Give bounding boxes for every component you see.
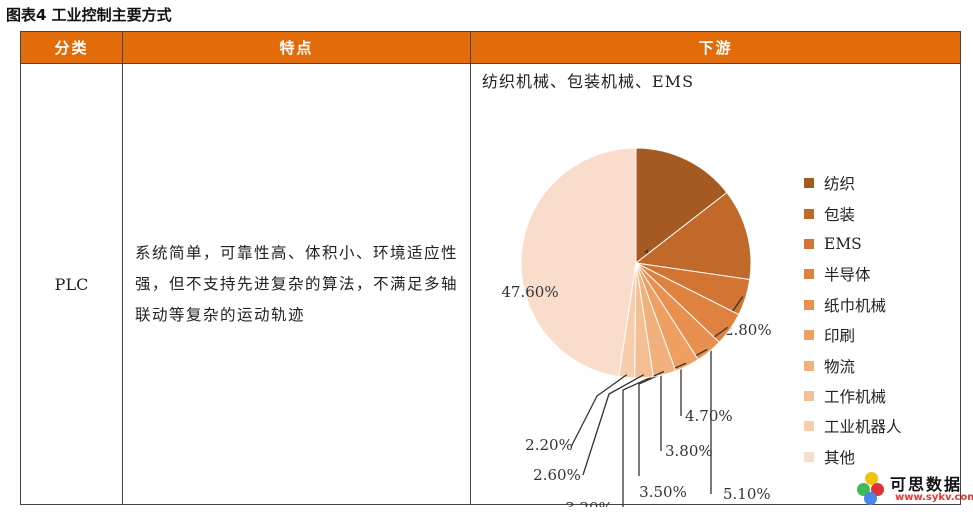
legend-item-7: 工作机械 — [804, 381, 902, 411]
legend-label: 其他 — [824, 448, 856, 467]
leader-line-6 — [622, 370, 665, 507]
features-cell: 系统简单，可靠性高、体积小、环境适应性强，但不支持先进复杂的算法，不满足多轴联动… — [122, 63, 471, 505]
legend-swatch — [804, 299, 814, 310]
legend-swatch — [804, 421, 814, 432]
watermark-dot — [864, 492, 877, 505]
legend-item-1: 包装 — [804, 198, 902, 228]
table-row: PLC 系统简单，可靠性高、体积小、环境适应性强，但不支持先进复杂的算法，不满足… — [20, 63, 961, 507]
legend-item-4: 纸巾机械 — [804, 290, 902, 320]
watermark-dots-icon — [857, 472, 887, 505]
legend-item-9: 其他 — [804, 442, 902, 472]
legend-swatch — [804, 178, 814, 189]
legend-label: 工作机械 — [824, 387, 887, 406]
slice-label-5: 3.50% — [639, 483, 687, 501]
pie-slice-1 — [634, 191, 752, 281]
legend-item-0: 纺织 — [804, 168, 902, 198]
legend-item-3: 半导体 — [804, 259, 902, 289]
slice-label-6: 3.20% — [565, 499, 613, 507]
header-category: 分类 — [20, 31, 123, 64]
legend-label: 工业机器人 — [824, 418, 902, 437]
figure-title: 图表4 工业控制主要方式 — [6, 6, 172, 24]
watermark-dot — [865, 472, 878, 485]
legend-swatch — [804, 451, 814, 462]
header-features: 特点 — [122, 31, 471, 64]
legend-label: 包装 — [824, 205, 856, 224]
legend-label: 物流 — [824, 357, 856, 376]
legend-label: 纸巾机械 — [824, 296, 887, 315]
slice-label-7: 2.60% — [533, 466, 581, 484]
legend-swatch — [804, 208, 814, 219]
watermark-logo: 可思数据 www.sykv.com — [857, 470, 973, 510]
chart-legend: 纺织包装 EMS 半导体纸巾机械印刷物流工作机械工业机器人其他 — [804, 168, 902, 472]
leader-line-7 — [582, 374, 645, 476]
legend-swatch — [804, 330, 814, 341]
slice-label-9: 47.60% — [501, 283, 558, 301]
pie-chart: 14.50%12.80%5.10%4.70%3.80%3.50%3.20%2.6… — [501, 147, 772, 507]
leader-line-8 — [570, 374, 628, 448]
table-header-row: 分类 特点 下游 — [20, 31, 961, 64]
legend-item-8: 工业机器人 — [804, 411, 902, 441]
legend-item-5: 印刷 — [804, 320, 902, 350]
legend-label: EMS — [824, 234, 862, 253]
downstream-text: 纺织机械、包装机械、EMS — [482, 72, 695, 91]
slice-label-8: 2.20% — [525, 436, 573, 454]
watermark-title: 可思数据 — [890, 475, 963, 494]
header-downstream: 下游 — [470, 31, 961, 64]
legend-swatch — [804, 269, 814, 280]
pie-slice-0 — [635, 147, 728, 265]
legend-item-6: 物流 — [804, 350, 902, 380]
slice-label-3: 4.70% — [685, 407, 733, 425]
slice-label-2: 5.10% — [723, 485, 771, 503]
watermark-url: www.sykv.com — [895, 492, 973, 503]
control-methods-table: 分类 特点 下游 PLC 系统简单，可靠性高、体积小、环境适应性强，但不支持先进… — [20, 31, 961, 507]
legend-swatch — [804, 238, 814, 249]
category-cell: PLC — [20, 63, 123, 505]
legend-label: 印刷 — [824, 327, 856, 346]
legend-item-2: EMS — [804, 229, 902, 259]
pie-slice-9 — [520, 147, 637, 378]
downstream-cell: 纺织机械、包装机械、EMS 14.50%12.80%5.10%4.70%3.80… — [470, 63, 961, 507]
legend-label: 半导体 — [824, 266, 871, 285]
legend-label: 纺织 — [824, 175, 856, 194]
legend-swatch — [804, 360, 814, 371]
legend-swatch — [804, 390, 814, 401]
slice-label-4: 3.80% — [665, 442, 713, 460]
